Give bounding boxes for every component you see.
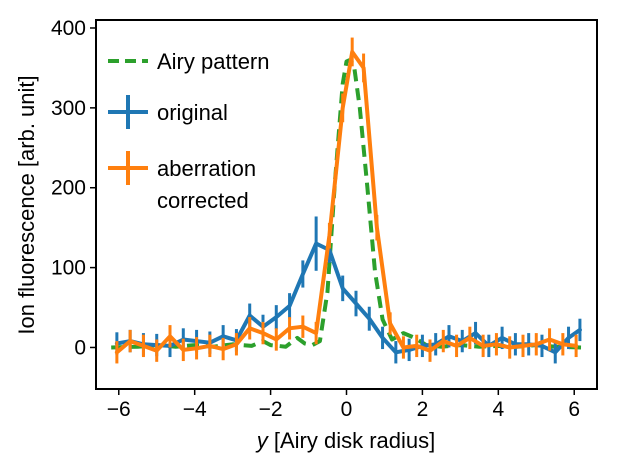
- aberration-corrected-point: [301, 325, 305, 329]
- original-point: [394, 350, 398, 354]
- x-tick-label: −6: [107, 398, 131, 421]
- aberration-corrected-point: [341, 106, 345, 110]
- aberration-corrected-point: [155, 349, 159, 353]
- original-point: [407, 348, 411, 352]
- y-tick-label: 300: [51, 97, 86, 120]
- original-point: [221, 334, 225, 338]
- aberration-corrected-point: [508, 345, 512, 349]
- aberration-corrected-point: [234, 342, 238, 346]
- y-axis-title: Ion fluorescence [arb. unit]: [14, 75, 39, 334]
- series-layer: [111, 37, 582, 364]
- x-tick-label: −2: [259, 398, 283, 421]
- original-point: [367, 317, 371, 321]
- aberration-corrected-point: [401, 345, 405, 349]
- original-point: [341, 286, 345, 290]
- aberration-corrected-point: [248, 326, 252, 330]
- aberration-corrected-point: [468, 336, 472, 340]
- x-tick-label: 2: [417, 398, 429, 421]
- original-line: [114, 241, 582, 355]
- aberration-corrected-line: [114, 49, 579, 355]
- aberration-corrected-point: [141, 344, 145, 348]
- x-tick-label: 6: [568, 398, 580, 421]
- aberration-corrected-point: [314, 331, 318, 335]
- x-axis-title-rest: [Airy disk radius]: [268, 428, 436, 453]
- original-point: [540, 344, 544, 348]
- aberration-corrected-point: [375, 226, 379, 230]
- original-point: [381, 336, 385, 340]
- aberration-corrected-point: [128, 339, 132, 343]
- legend-corrected-label-line1: aberration: [157, 156, 256, 181]
- aberration-corrected-point: [574, 344, 578, 348]
- aberration-corrected-point: [415, 344, 419, 348]
- aberration-corrected-point: [195, 346, 199, 350]
- original-point: [314, 242, 318, 246]
- original-point: [567, 336, 571, 340]
- legend: Airy pattern original aberration correct…: [108, 49, 270, 213]
- aberration-corrected-point: [548, 337, 552, 341]
- x-tick-label: 4: [492, 398, 504, 421]
- legend-original-label: original: [157, 100, 228, 125]
- y-tick-label: 0: [74, 336, 86, 359]
- aberration-corrected-point: [362, 66, 366, 70]
- aberration-corrected-point: [534, 342, 538, 346]
- original-point: [301, 272, 305, 276]
- aberration-corrected-point: [441, 339, 445, 343]
- aberration-corrected-point: [455, 344, 459, 348]
- aberration-corrected-point: [327, 234, 331, 238]
- aberration-corrected-point: [168, 334, 172, 338]
- aberration-corrected-point: [261, 331, 265, 335]
- y-tick-label: 400: [51, 17, 86, 40]
- x-tick-label: −4: [183, 398, 207, 421]
- aberration-corrected-point: [481, 344, 485, 348]
- y-axis-ticks: 0 100 200 300 400: [51, 17, 96, 359]
- aberration-corrected-point: [208, 344, 212, 348]
- original-point: [447, 334, 451, 338]
- legend-airy-label: Airy pattern: [157, 49, 270, 74]
- original-point: [274, 315, 278, 319]
- aberration-corrected-point: [428, 349, 432, 353]
- x-axis-variable: y: [255, 428, 270, 453]
- aberration-corrected-point: [521, 344, 525, 348]
- x-tick-label: 0: [341, 398, 353, 421]
- aberration-corrected-point: [181, 348, 185, 352]
- aberration-corrected-point: [350, 50, 354, 54]
- original-series: [114, 216, 582, 364]
- aberration-corrected-point: [388, 322, 392, 326]
- original-point: [474, 331, 478, 335]
- original-point: [248, 314, 252, 318]
- original-point: [500, 336, 504, 340]
- aberration-corrected-point: [561, 342, 565, 346]
- aberration-corrected-point: [274, 337, 278, 341]
- x-axis-title: y [Airy disk radius]: [255, 428, 436, 453]
- original-point: [578, 328, 582, 332]
- aberration-corrected-point: [115, 350, 119, 354]
- y-tick-label: 100: [51, 257, 86, 280]
- aberration-corrected-series: [114, 37, 579, 364]
- aberration-corrected-point: [494, 342, 498, 346]
- y-tick-label: 200: [51, 177, 86, 200]
- x-axis-ticks: −6 −4 −2 0 2 4 6: [107, 389, 580, 421]
- original-point: [288, 304, 292, 308]
- legend-corrected-label-line2: corrected: [157, 188, 249, 213]
- aberration-corrected-point: [221, 347, 225, 351]
- original-point: [354, 302, 358, 306]
- aberration-corrected-point: [288, 326, 292, 330]
- original-point: [553, 350, 557, 354]
